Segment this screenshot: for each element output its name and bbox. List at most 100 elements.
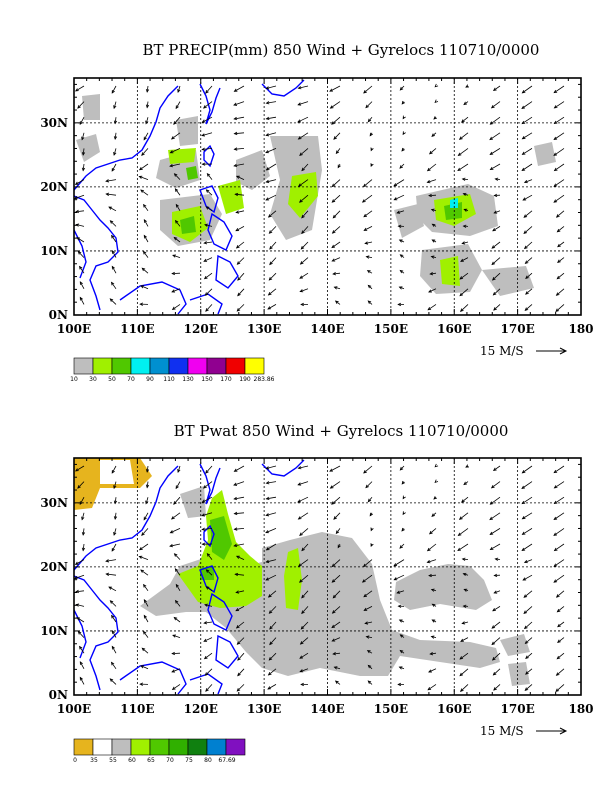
x-tick-label: 100E (57, 322, 91, 336)
wind-arrow (175, 584, 181, 592)
wind-arrow-head (169, 150, 174, 154)
wind-arrow (171, 668, 181, 673)
wind-arrow (139, 163, 149, 171)
wind-arrow-head (111, 167, 115, 172)
wind-arrow-head (174, 188, 179, 192)
wind-arrow-head (205, 688, 209, 692)
wind-arrow-head (201, 119, 206, 123)
wind-arrow (557, 621, 565, 628)
wind-arrow (77, 481, 85, 489)
wind-arrow-head (490, 484, 495, 489)
wind-arrow (331, 194, 341, 203)
wind-arrow-head (521, 500, 526, 505)
wind-arrow-head (555, 672, 560, 676)
wind-arrow (237, 668, 245, 676)
wind-arrow (234, 465, 245, 472)
wind-arrow (365, 621, 373, 624)
wind-arrow (143, 251, 149, 258)
wind-arrow-head (433, 496, 437, 500)
wind-arrow (522, 465, 533, 474)
wind-arrow-head (79, 121, 83, 126)
wind-arrow (393, 559, 405, 567)
wind-arrow (172, 254, 181, 258)
wind-arrow-head (393, 577, 398, 581)
wind-arrow (556, 668, 565, 676)
wind-arrow (236, 555, 245, 560)
wind-arrow-head (265, 496, 270, 501)
wind-arrow-head (265, 466, 270, 470)
wind-arrow (79, 281, 85, 289)
wind-arrow-head (267, 686, 272, 690)
wind-arrow (525, 668, 533, 675)
wind-arrow-head (141, 267, 146, 272)
wind-arrow (300, 257, 309, 265)
colorbar-swatch (244, 357, 265, 375)
wind-arrow-head (233, 163, 238, 168)
wind-arrow-head (525, 291, 529, 295)
wind-arrow-head (398, 666, 403, 670)
precip-shade (236, 150, 270, 190)
wind-arrow-head (522, 197, 527, 201)
wind-arrow (266, 465, 277, 469)
wind-arrow-head (265, 513, 270, 517)
wind-arrow (113, 148, 117, 156)
wind-arrow-head (75, 589, 80, 594)
wind-arrow-head (428, 530, 433, 535)
precip-shade (508, 662, 530, 686)
wind-arrow-head (331, 579, 336, 583)
wind-arrow (459, 668, 469, 676)
wind-arrow-head (108, 206, 113, 210)
wind-arrow-head (75, 603, 80, 607)
wind-arrow (204, 272, 213, 280)
wind-arrow (492, 226, 501, 232)
wind-arrow-head (398, 286, 403, 290)
wind-arrow-head (492, 228, 496, 232)
wind-arrow-head (461, 177, 466, 181)
wind-arrow-head (79, 661, 83, 665)
wind-arrow-head (234, 572, 239, 577)
wind-arrow (458, 528, 469, 536)
wind-arrow-head (370, 163, 374, 168)
wind-arrow (265, 148, 277, 153)
wind-arrow (74, 194, 85, 199)
wind-arrow-head (201, 147, 206, 151)
wind-arrow-head (523, 594, 528, 598)
colorbar-label: 35 (90, 757, 98, 764)
wind-arrow (363, 465, 373, 474)
wind-arrow (236, 241, 245, 249)
coastline (215, 254, 239, 289)
wind-arrow (524, 241, 533, 249)
wind-arrow (235, 193, 245, 196)
wind-arrow-head (557, 623, 561, 628)
wind-arrow (301, 590, 309, 599)
colorbar-swatch (187, 738, 208, 756)
coastline (74, 85, 179, 191)
coastline (203, 144, 215, 168)
wind-arrow-head (364, 241, 369, 245)
wind-arrow-head (460, 258, 464, 262)
precip-shade (168, 148, 196, 164)
coastline (119, 661, 187, 695)
wind-arrow (145, 497, 149, 504)
wind-arrow (202, 496, 213, 503)
wind-arrow (332, 559, 341, 567)
colorbar-label: 150 (201, 376, 213, 383)
wind-arrow-head (492, 291, 497, 296)
wind-arrow (78, 251, 85, 258)
wind-arrow-head (143, 599, 147, 603)
wind-arrow-head (555, 292, 560, 296)
wind-arrow-head (202, 105, 207, 109)
wind-arrow (76, 617, 85, 623)
wind-arrow (459, 652, 469, 660)
wind-arrow (235, 606, 245, 612)
wind-arrow-head (426, 560, 431, 564)
wind-arrow (234, 528, 245, 530)
coastline (189, 673, 223, 695)
wind-arrow (523, 590, 533, 598)
wind-arrow (556, 210, 565, 218)
wind-arrow (172, 684, 181, 690)
wind-arrow (525, 652, 533, 659)
wind-arrow-head (301, 610, 305, 615)
wind-arrow-head (489, 546, 494, 551)
wind-arrow-head (331, 199, 336, 203)
